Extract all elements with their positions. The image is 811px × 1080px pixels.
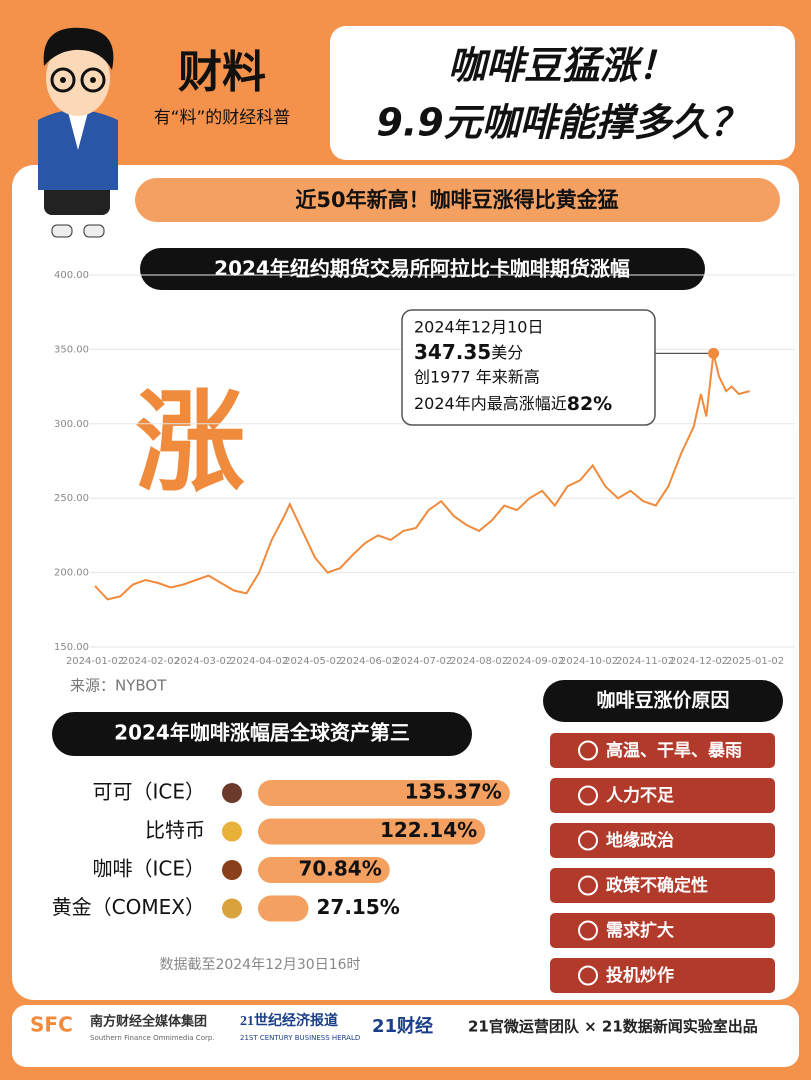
reason-text: 需求扩大 xyxy=(606,920,674,941)
reason-item xyxy=(550,823,775,858)
footer-logo: SFC xyxy=(30,1013,73,1037)
x-tick-label: 2025-01-02 xyxy=(726,656,784,667)
y-tick-label: 200.00 xyxy=(54,568,89,579)
reason-item xyxy=(550,733,775,768)
bar xyxy=(258,780,510,806)
x-tick-label: 2024-05-02 xyxy=(284,656,342,667)
y-tick-label: 400.00 xyxy=(54,270,89,281)
footer-text: 南方财经全媒体集团 xyxy=(90,1014,207,1030)
bar xyxy=(258,857,390,883)
x-tick-label: 2024-04-02 xyxy=(230,656,288,667)
reason-item xyxy=(550,778,775,813)
chart-title: 2024年咖啡涨幅居全球资产第三 xyxy=(114,721,410,745)
tagline: 有“料”的财经科普 xyxy=(154,108,291,128)
cartoon xyxy=(38,27,118,238)
highlight-point xyxy=(708,347,720,359)
reason-text: 高温、干旱、暴雨 xyxy=(606,740,742,761)
reason-item xyxy=(550,868,775,903)
x-tick-label: 2024-02-02 xyxy=(122,656,180,667)
annotation-line: 2024年内最高涨幅近82% xyxy=(414,393,612,415)
category-label: 黄金（COMEX） xyxy=(52,895,205,919)
annotation-text: 2024年内最高涨幅近 xyxy=(414,394,567,413)
category-label: 咖啡（ICE） xyxy=(93,857,206,881)
footer-text: Southern Finance Omnimedia Corp. xyxy=(90,1034,215,1042)
chart-title-pill xyxy=(52,712,472,756)
annotation-box xyxy=(401,309,656,426)
reason-text: 人力不足 xyxy=(606,785,674,806)
x-tick-label: 2024-08-02 xyxy=(450,656,508,667)
footer-logo: 21财经 xyxy=(372,1015,433,1037)
x-tick-label: 2024-07-02 xyxy=(394,656,452,667)
chart-title-pill xyxy=(140,248,705,290)
value-label: 135.37% xyxy=(405,780,502,804)
footer-text: 21ST CENTURY BUSINESS HERALD xyxy=(240,1034,360,1042)
title: 9.9元咖啡能撑多久？ xyxy=(376,101,747,145)
chart-title: 2024年纽约期货交易所阿拉比卡咖啡期货涨幅 xyxy=(214,257,630,281)
title: 咖啡豆猛涨！ xyxy=(448,44,676,88)
reason-icon xyxy=(578,740,598,761)
asset-icon xyxy=(222,860,242,880)
title-box xyxy=(330,26,795,160)
reason-icon xyxy=(578,875,598,896)
asset-icon xyxy=(222,821,242,842)
footer-credit: 21官微运营团队 × 21数据新闻实验室出品 xyxy=(468,1018,758,1036)
x-tick-label: 2024-11-02 xyxy=(616,656,674,667)
bar-chart: 可可（ICE） 135.37% 比特币 122.14% 咖啡（ICE） 70.84% 黄金（… xyxy=(52,780,510,922)
annotation-emphasis: 82% xyxy=(567,393,612,415)
x-tick-label: 2024-03-02 xyxy=(174,656,232,667)
reasons-title: 咖啡豆涨价原因 xyxy=(596,689,729,712)
annotation-value-number: 347.35 xyxy=(414,340,491,364)
annotation-date: 2024年12月10日 xyxy=(414,318,543,337)
source: 来源：NYBOT xyxy=(70,677,167,695)
y-tick-label: 250.00 xyxy=(54,493,89,504)
y-tick-label: 300.00 xyxy=(54,419,89,430)
price-line xyxy=(94,353,750,601)
banner xyxy=(135,178,780,222)
reason-text: 投机炒作 xyxy=(606,965,674,986)
x-tick-label: 2024-09-02 xyxy=(506,656,564,667)
bar xyxy=(258,818,486,845)
reason-item xyxy=(550,958,775,993)
banner-text: 近50年新高！咖啡豆涨得比黄金猛 xyxy=(295,188,618,212)
brand: 财料 xyxy=(178,47,266,98)
bar xyxy=(258,895,309,922)
reason-icon xyxy=(578,830,598,851)
category-label: 可可（ICE） xyxy=(93,780,206,804)
reason-icon xyxy=(578,785,598,806)
asset-icon xyxy=(222,898,242,919)
reason-icon xyxy=(578,920,598,941)
footer-panel xyxy=(12,1005,799,1067)
y-tick-label: 350.00 xyxy=(54,344,89,355)
reason-item xyxy=(550,913,775,948)
value-label: 122.14% xyxy=(380,818,477,842)
category-label: 比特币 xyxy=(145,818,205,842)
annotation-value: 347.35美分 xyxy=(414,340,523,364)
decoration: 涨 xyxy=(135,378,245,506)
reason-text: 政策不确定性 xyxy=(606,875,708,896)
x-tick-label: 2024-06-02 xyxy=(340,656,398,667)
note: 数据截至2024年12月30日16时 xyxy=(159,957,360,973)
footer-text: 21世纪经济报道 xyxy=(240,1012,338,1029)
y-tick-label: 150.00 xyxy=(54,642,89,653)
value-label: 70.84% xyxy=(298,857,381,881)
x-tick-label: 2024-01-02 xyxy=(66,656,124,667)
annotation-line: 创1977 年来新高 xyxy=(414,368,540,387)
annotation-unit: 美分 xyxy=(491,343,523,362)
asset-icon xyxy=(222,783,242,803)
value-label: 27.15% xyxy=(316,895,399,919)
reasons-title-pill xyxy=(543,680,783,722)
reason-text: 地缘政治 xyxy=(606,830,674,851)
reason-icon xyxy=(578,965,598,986)
x-tick-label: 2024-10-02 xyxy=(560,656,618,667)
x-tick-label: 2024-12-02 xyxy=(670,656,728,667)
